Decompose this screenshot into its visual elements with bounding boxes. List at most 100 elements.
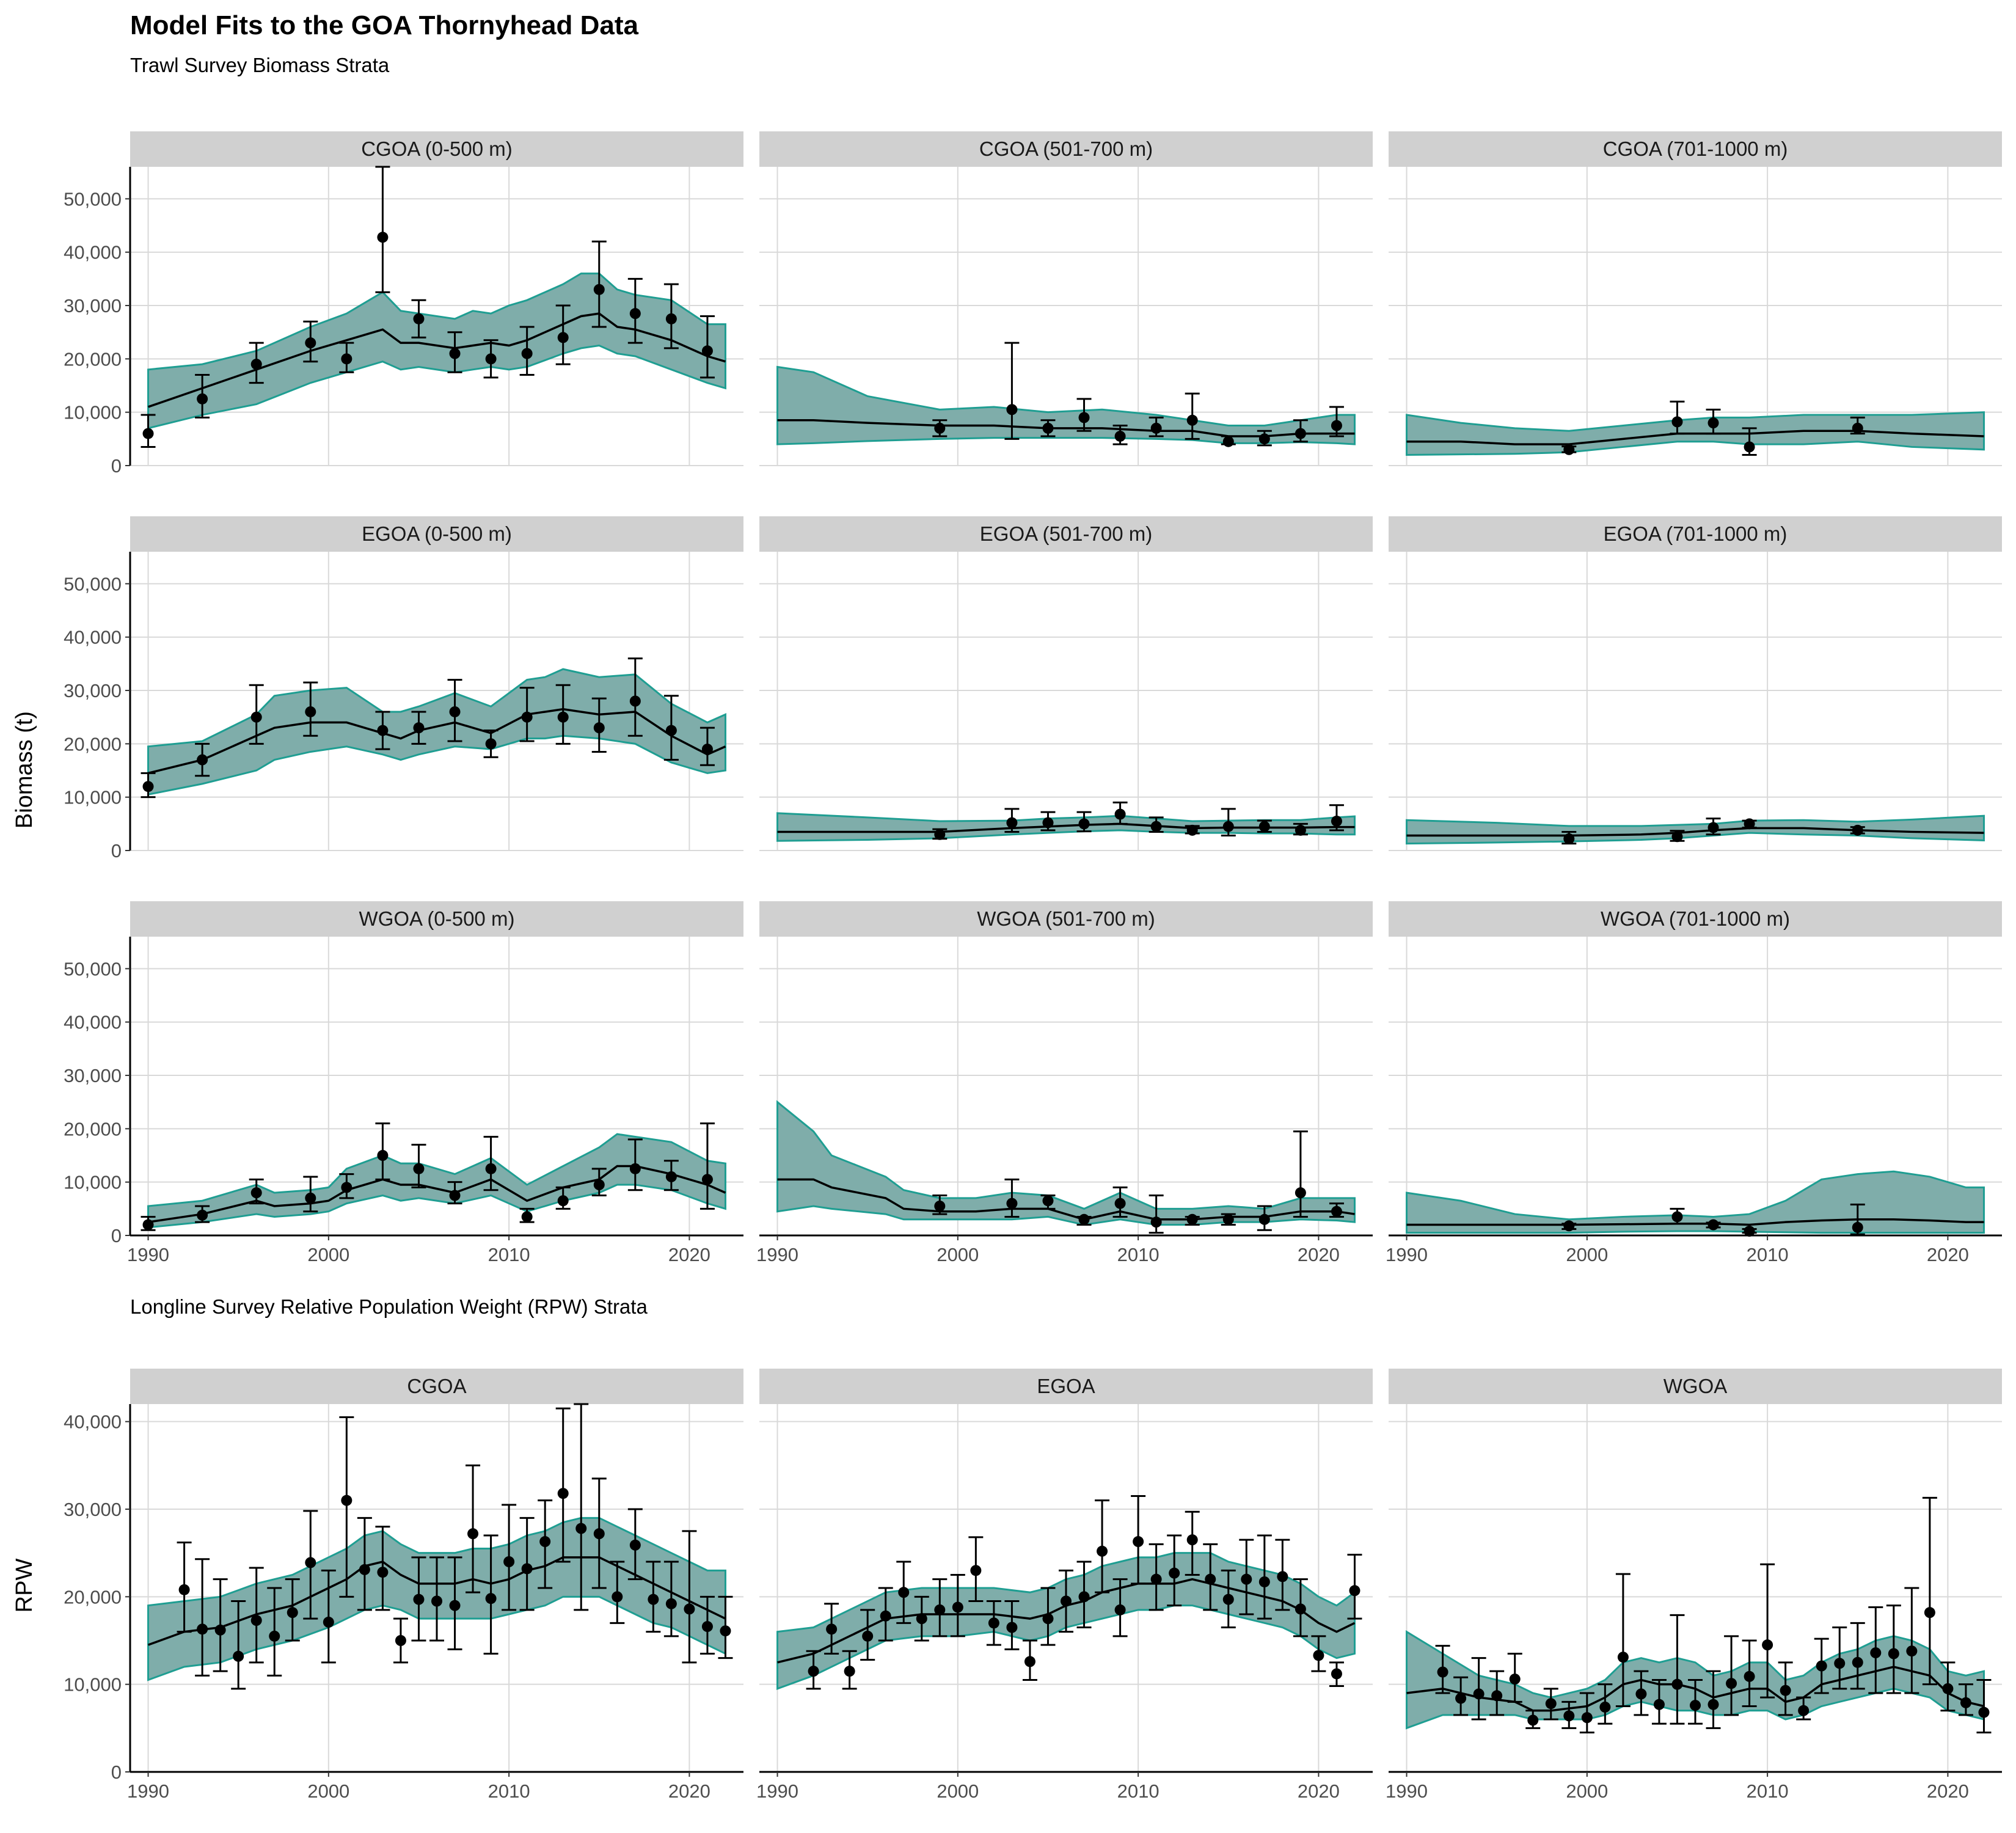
facet-strip-label: WGOA (501-700 m)	[977, 907, 1155, 930]
observed-point	[305, 1192, 316, 1204]
observation	[663, 1560, 679, 1637]
observed-point	[1690, 1700, 1701, 1711]
observed-point	[467, 1528, 479, 1540]
observed-point	[1707, 1219, 1719, 1231]
observation	[1561, 444, 1577, 455]
observed-point	[862, 1630, 874, 1642]
confidence-ribbon	[147, 1133, 726, 1229]
observed-point	[1617, 1652, 1629, 1663]
observed-point	[970, 1565, 982, 1576]
x-tick-label: 1990	[1386, 1780, 1428, 1802]
observed-point	[629, 1539, 641, 1551]
confidence-ribbon	[147, 273, 726, 430]
observation	[339, 1416, 354, 1598]
observation	[1670, 1614, 1685, 1725]
observed-point	[1780, 1685, 1791, 1696]
observed-point	[1222, 1593, 1234, 1605]
observed-point	[287, 1607, 298, 1619]
y-tick-label: 50,000	[64, 573, 122, 595]
observation	[1167, 1534, 1182, 1607]
observed-point	[1042, 1195, 1054, 1207]
observed-point	[377, 232, 389, 243]
observation	[1561, 1220, 1577, 1232]
observed-point	[629, 308, 641, 320]
observation	[1076, 1213, 1092, 1226]
observed-point	[665, 725, 677, 736]
observed-point	[1942, 1683, 1954, 1694]
observed-point	[1042, 1613, 1054, 1625]
x-tick-label: 2020	[1927, 1244, 1969, 1265]
observation	[141, 772, 156, 799]
observed-point	[880, 1610, 891, 1622]
observed-point	[413, 313, 425, 324]
observation	[1293, 1130, 1308, 1218]
observation	[1850, 1203, 1865, 1235]
observation	[1076, 811, 1092, 833]
observation	[932, 1195, 948, 1215]
observation	[141, 414, 156, 448]
observed-point	[720, 1625, 731, 1637]
observed-point	[1671, 1678, 1683, 1690]
observation	[483, 339, 499, 379]
observation	[483, 1534, 499, 1655]
observation	[411, 1556, 426, 1642]
facet-strip-label: EGOA (701-1000 m)	[1604, 522, 1788, 545]
observation	[1670, 830, 1685, 843]
observation	[1059, 1569, 1073, 1633]
facet-strip	[759, 131, 1373, 167]
observation	[285, 1578, 300, 1642]
observed-point	[844, 1666, 855, 1677]
observation	[1796, 1696, 1811, 1721]
observation	[914, 1595, 929, 1642]
observation	[1076, 1560, 1092, 1628]
x-tick-label: 2010	[488, 1244, 530, 1265]
observation	[932, 1578, 948, 1637]
observation	[1688, 1679, 1703, 1725]
observed-point	[1114, 430, 1126, 442]
observation	[1112, 1186, 1128, 1218]
observed-point	[305, 337, 316, 349]
observed-point	[665, 1171, 677, 1182]
observed-point	[1816, 1660, 1827, 1672]
observed-point	[1331, 815, 1342, 827]
observation	[986, 1600, 1001, 1646]
observation	[1489, 1670, 1505, 1716]
y-tick-label: 40,000	[64, 242, 122, 263]
observation	[1149, 816, 1164, 833]
observation	[627, 1138, 643, 1191]
observation	[195, 742, 210, 777]
facet-panels: CGOA (0-500 m) 0 10,000 20,000 30,000 40,000 5…	[64, 131, 2002, 1802]
observation	[1076, 398, 1092, 432]
observation	[1347, 1554, 1362, 1620]
confidence-ribbon	[776, 365, 1356, 445]
observed-point	[359, 1564, 370, 1575]
observation	[1004, 342, 1020, 440]
facet-strip-label: CGOA (701-1000 m)	[1603, 137, 1788, 160]
observed-point	[1241, 1573, 1252, 1585]
observation	[519, 326, 535, 376]
observation	[663, 1160, 679, 1191]
x-tick-label: 1990	[756, 1780, 798, 1802]
y-tick-label: 40,000	[64, 1411, 122, 1433]
panel-egoa-0-500-m-0: EGOA (0-500 m) 0 10,000 20,000 30,000 40,000 5…	[64, 516, 743, 862]
observed-point	[612, 1591, 623, 1603]
observed-point	[1186, 1213, 1198, 1225]
observation	[1329, 406, 1344, 437]
observation	[555, 1186, 571, 1210]
observed-point	[485, 353, 497, 365]
facet-strip	[1389, 1369, 2002, 1404]
observation	[1293, 1578, 1308, 1637]
observed-point	[1024, 1656, 1035, 1667]
observed-point	[197, 1623, 208, 1635]
observation	[339, 1173, 354, 1199]
panel-wgoa-1: WGOA 1990 2000 2010 2020	[1386, 1369, 2002, 1802]
observed-point	[1852, 824, 1863, 836]
y-tick-label: 30,000	[64, 680, 122, 701]
observed-point	[377, 1567, 389, 1578]
observed-point	[1852, 1656, 1863, 1668]
observed-point	[1133, 1536, 1144, 1548]
observed-point	[1186, 1534, 1198, 1546]
observation	[502, 1504, 517, 1611]
observation	[1329, 1202, 1344, 1218]
observed-point	[648, 1593, 659, 1605]
